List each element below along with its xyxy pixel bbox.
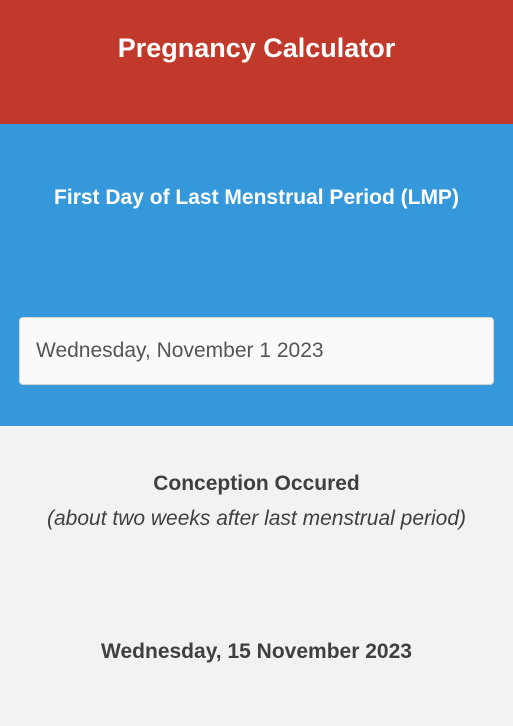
lmp-label: First Day of Last Menstrual Period (LMP) (54, 186, 459, 209)
conception-date: Wednesday, 15 November 2023 (101, 640, 412, 663)
page-title: Pregnancy Calculator (117, 32, 396, 63)
lmp-date-input[interactable] (19, 317, 494, 385)
app-header: Pregnancy Calculator (0, 0, 513, 124)
conception-title: Conception Occured (153, 472, 360, 495)
lmp-section: First Day of Last Menstrual Period (LMP) (0, 124, 513, 426)
conception-section: Conception Occured (about two weeks afte… (0, 426, 513, 726)
conception-subtitle: (about two weeks after last menstrual pe… (46, 507, 467, 530)
